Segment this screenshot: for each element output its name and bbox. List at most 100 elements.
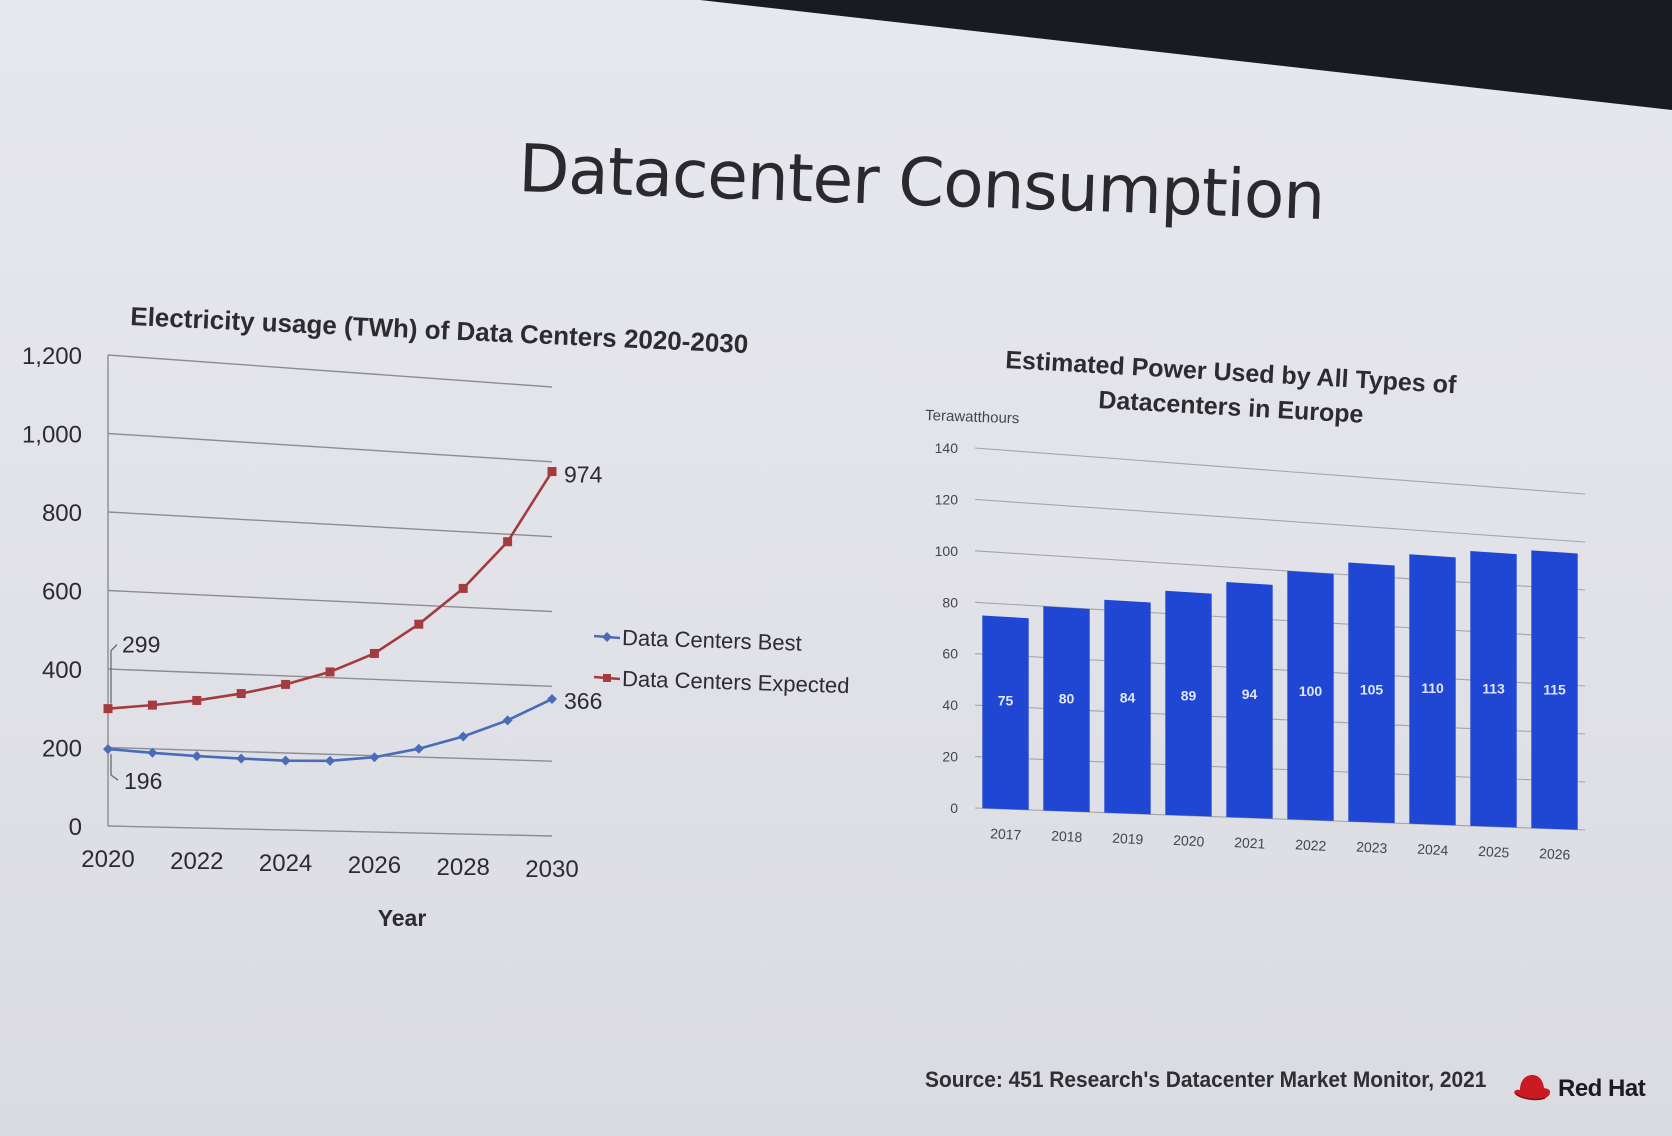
data-point-expected — [103, 704, 113, 714]
bar-2026 — [1531, 550, 1578, 830]
annotation-leader — [110, 754, 119, 781]
bar-2018 — [1043, 606, 1090, 813]
bar-2021 — [1226, 581, 1273, 819]
annotation-leader — [110, 644, 118, 704]
x-tick-label: 2022 — [1295, 836, 1327, 854]
bar-2025 — [1470, 551, 1517, 828]
red-hat-icon — [1514, 1075, 1550, 1101]
data-point-expected — [458, 583, 468, 593]
y-tick-label: 400 — [42, 657, 82, 684]
bar-value-label: 75 — [998, 692, 1014, 708]
x-tick-label: 2024 — [259, 850, 312, 877]
x-tick-label: 2024 — [1417, 841, 1449, 859]
y-tick-label: 100 — [935, 543, 959, 559]
data-point-expected — [325, 667, 335, 677]
data-point-expected — [547, 467, 557, 477]
x-tick-label: 2021 — [1234, 834, 1266, 852]
data-point-expected — [147, 700, 157, 710]
bar-value-label: 105 — [1360, 682, 1384, 698]
y-tick-label: 40 — [942, 697, 958, 713]
data-point-best — [191, 751, 202, 762]
bar-chart-title-line2: Datacenters in Europe — [1098, 386, 1365, 429]
bar-value-label: 110 — [1421, 680, 1444, 696]
data-point-best — [502, 715, 513, 726]
data-point-expected — [414, 619, 424, 629]
x-tick-label: 2018 — [1051, 828, 1083, 846]
y-tick-label: 0 — [950, 800, 958, 816]
y-gridline — [974, 447, 1586, 495]
logo-text: Red Hat — [1558, 1075, 1646, 1102]
x-tick-label: 2017 — [990, 825, 1022, 843]
y-axis-title: Terawatthours — [925, 407, 1020, 427]
y-gridline — [107, 589, 553, 613]
data-point-best — [325, 755, 335, 766]
annotation-label: 196 — [124, 768, 162, 794]
data-point-best — [458, 731, 469, 742]
y-tick-label: 0 — [69, 814, 82, 841]
europe-power-bar-chart: Estimated Power Used by All Types ofData… — [925, 346, 1586, 863]
y-gridline — [974, 498, 1586, 543]
bar-value-label: 80 — [1059, 690, 1075, 706]
annotation-label: 974 — [564, 462, 603, 488]
x-tick-label: 2022 — [170, 848, 223, 875]
y-gridline — [107, 825, 553, 837]
data-point-expected — [281, 679, 291, 689]
y-gridline — [107, 354, 553, 388]
annotation-label: 366 — [564, 688, 602, 714]
y-tick-label: 200 — [42, 736, 82, 763]
x-tick-label: 2028 — [437, 854, 490, 881]
x-tick-label: 2023 — [1356, 839, 1388, 857]
data-point-best — [413, 743, 424, 754]
bar-value-label: 89 — [1181, 688, 1197, 704]
y-tick-label: 140 — [935, 440, 959, 456]
legend-marker — [602, 632, 612, 642]
x-tick-label: 2020 — [81, 846, 134, 873]
data-point-expected — [192, 695, 202, 705]
data-point-expected — [503, 537, 513, 547]
bar-2019 — [1104, 599, 1151, 815]
data-point-best — [103, 744, 113, 755]
data-point-best — [369, 752, 380, 763]
data-point-best — [547, 694, 557, 705]
y-tick-label: 20 — [942, 749, 958, 765]
data-point-best — [280, 755, 291, 766]
legend-marker — [603, 674, 611, 682]
y-gridline — [107, 432, 553, 463]
electricity-line-chart: Electricity usage (TWh) of Data Centers … — [22, 301, 850, 931]
bar-value-label: 100 — [1299, 683, 1323, 699]
bar-value-label: 84 — [1120, 689, 1136, 705]
annotation-label: 299 — [122, 632, 160, 658]
y-gridline — [107, 511, 553, 538]
y-tick-label: 1,000 — [22, 422, 82, 449]
bar-2023 — [1348, 562, 1395, 824]
bar-2017 — [982, 615, 1029, 810]
bar-chart-title: Estimated Power Used by All Types of — [1005, 346, 1458, 399]
source-caption: Source: 451 Research's Datacenter Market… — [925, 1067, 1487, 1092]
bar-value-label: 115 — [1543, 682, 1566, 698]
y-gridline — [107, 746, 553, 762]
bar-value-label: 113 — [1482, 680, 1505, 696]
y-tick-label: 80 — [942, 594, 958, 610]
y-tick-label: 600 — [42, 579, 82, 606]
legend-label: Data Centers Best — [622, 625, 802, 656]
x-tick-label: 2025 — [1478, 843, 1510, 861]
data-point-best — [236, 753, 247, 764]
x-tick-label: 2026 — [1539, 845, 1571, 863]
y-tick-label: 800 — [42, 500, 82, 527]
x-tick-label: 2026 — [348, 852, 401, 879]
bar-2024 — [1409, 554, 1456, 826]
x-tick-label: 2019 — [1112, 830, 1144, 848]
bar-value-label: 94 — [1242, 686, 1258, 702]
y-tick-label: 60 — [942, 646, 958, 662]
bar-2020 — [1165, 590, 1212, 817]
y-gridline — [107, 668, 553, 688]
data-point-expected — [369, 648, 379, 658]
data-point-best — [147, 747, 158, 758]
x-tick-label: 2030 — [525, 856, 578, 883]
bar-2022 — [1287, 570, 1334, 821]
red-hat-logo: Red Hat — [1512, 1072, 1646, 1106]
y-tick-label: 120 — [935, 491, 959, 507]
y-tick-label: 1,200 — [22, 343, 82, 370]
data-point-expected — [236, 689, 246, 699]
